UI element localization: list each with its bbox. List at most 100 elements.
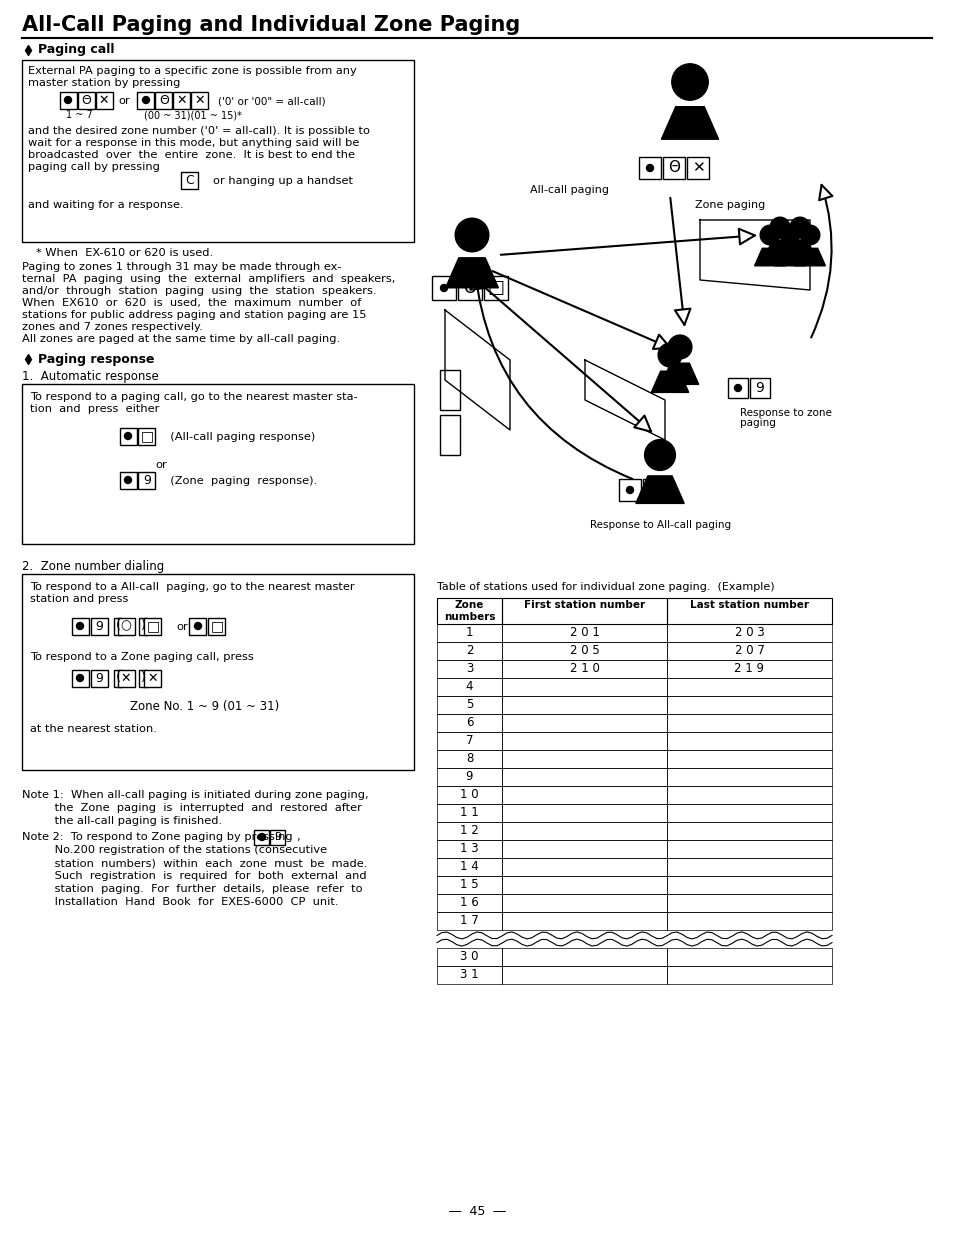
- Text: □: □: [146, 619, 159, 634]
- Text: the all-call paging is finished.: the all-call paging is finished.: [22, 816, 222, 826]
- Polygon shape: [651, 372, 688, 393]
- Bar: [501, 804, 666, 823]
- Circle shape: [194, 622, 201, 630]
- Text: 1 ~ 7: 1 ~ 7: [66, 110, 92, 120]
- Text: the  Zone  paging  is  interrupted  and  restored  after: the Zone paging is interrupted and resto…: [22, 803, 361, 813]
- Circle shape: [440, 284, 447, 291]
- Text: 2 1 9: 2 1 9: [734, 662, 763, 676]
- Text: 2: 2: [465, 645, 473, 657]
- Bar: [501, 823, 666, 840]
- Bar: [436, 714, 501, 732]
- Circle shape: [780, 225, 799, 245]
- Text: 2.  Zone number dialing: 2. Zone number dialing: [22, 559, 164, 573]
- Bar: [209, 618, 225, 635]
- Bar: [117, 618, 134, 635]
- Bar: [436, 876, 501, 894]
- Bar: [432, 275, 456, 300]
- Bar: [436, 750, 501, 768]
- Bar: [439, 370, 459, 410]
- Circle shape: [658, 343, 681, 367]
- Bar: [436, 966, 501, 984]
- Bar: [173, 91, 191, 109]
- Bar: [91, 618, 108, 635]
- Text: and waiting for a response.: and waiting for a response.: [28, 200, 183, 210]
- Bar: [436, 858, 501, 876]
- Bar: [666, 732, 831, 750]
- Bar: [271, 830, 285, 845]
- Text: No.200 registration of the stations (consecutive: No.200 registration of the stations (con…: [22, 845, 327, 855]
- Bar: [436, 678, 501, 697]
- Text: 4: 4: [465, 680, 473, 694]
- Text: To respond to a All-call  paging, go to the nearest master: To respond to a All-call paging, go to t…: [30, 582, 355, 592]
- Polygon shape: [754, 248, 784, 266]
- Bar: [501, 948, 666, 966]
- Bar: [727, 378, 747, 398]
- Text: station  numbers)  within  each  zone  must  be  made.: station numbers) within each zone must b…: [22, 858, 367, 868]
- Text: 9: 9: [755, 382, 763, 395]
- Text: All zones are paged at the same time by all-call paging.: All zones are paged at the same time by …: [22, 333, 340, 345]
- Bar: [192, 91, 209, 109]
- Text: 9: 9: [143, 473, 151, 487]
- Text: ✕: ✕: [99, 94, 110, 106]
- Bar: [639, 157, 660, 179]
- Bar: [137, 91, 154, 109]
- Text: To respond to a paging call, go to the nearest master sta-: To respond to a paging call, go to the n…: [30, 391, 357, 403]
- Bar: [666, 823, 831, 840]
- Circle shape: [667, 335, 691, 359]
- Text: 1 6: 1 6: [459, 897, 478, 909]
- Bar: [254, 830, 269, 845]
- Text: 9: 9: [465, 771, 473, 783]
- Bar: [436, 823, 501, 840]
- Bar: [501, 876, 666, 894]
- Text: Table of stations used for individual zone paging.  (Example): Table of stations used for individual zo…: [436, 582, 774, 592]
- Bar: [436, 697, 501, 714]
- Bar: [666, 858, 831, 876]
- Bar: [666, 768, 831, 785]
- Text: station  paging.  For  further  details,  please  refer  to: station paging. For further details, ple…: [22, 884, 362, 894]
- Text: (00 ~ 31)(01 ~ 15)*: (00 ~ 31)(01 ~ 15)*: [144, 110, 242, 120]
- Bar: [501, 911, 666, 930]
- Bar: [22, 574, 414, 769]
- Bar: [642, 479, 664, 501]
- Text: (: (: [115, 620, 120, 632]
- Text: Response to zone: Response to zone: [740, 408, 831, 417]
- Circle shape: [125, 432, 132, 440]
- Circle shape: [644, 440, 675, 471]
- Bar: [71, 669, 89, 687]
- Text: 2 1 0: 2 1 0: [569, 662, 598, 676]
- Bar: [666, 876, 831, 894]
- Text: (: (: [115, 672, 120, 684]
- Text: 1 4: 1 4: [459, 861, 478, 873]
- Bar: [436, 911, 501, 930]
- Bar: [666, 911, 831, 930]
- Bar: [501, 966, 666, 984]
- Bar: [436, 624, 501, 642]
- Bar: [666, 804, 831, 823]
- Text: master station by pressing: master station by pressing: [28, 78, 180, 88]
- Text: Θ: Θ: [81, 94, 91, 106]
- Text: zones and 7 zones respectively.: zones and 7 zones respectively.: [22, 322, 203, 332]
- Bar: [686, 157, 708, 179]
- Text: When  EX610  or  620  is  used,  the  maximum  number  of: When EX610 or 620 is used, the maximum n…: [22, 298, 361, 308]
- Bar: [436, 732, 501, 750]
- Polygon shape: [783, 241, 815, 258]
- Polygon shape: [660, 106, 718, 140]
- Text: 1 5: 1 5: [459, 878, 478, 892]
- Bar: [22, 384, 414, 543]
- Bar: [457, 275, 481, 300]
- Polygon shape: [794, 248, 824, 266]
- Circle shape: [789, 217, 809, 237]
- Bar: [666, 966, 831, 984]
- Text: 9: 9: [274, 832, 281, 842]
- Polygon shape: [660, 363, 698, 384]
- Text: * When  EX-610 or 620 is used.: * When EX-610 or 620 is used.: [36, 248, 213, 258]
- Text: ): ): [140, 620, 145, 632]
- Text: To respond to a Zone paging call, press: To respond to a Zone paging call, press: [30, 652, 253, 662]
- Text: (Zone  paging  response).: (Zone paging response).: [163, 475, 316, 487]
- Bar: [436, 598, 501, 624]
- Text: stations for public address paging and station paging are 15: stations for public address paging and s…: [22, 310, 366, 320]
- Bar: [91, 669, 108, 687]
- Text: 1 0: 1 0: [459, 788, 478, 802]
- Bar: [436, 785, 501, 804]
- Bar: [77, 91, 94, 109]
